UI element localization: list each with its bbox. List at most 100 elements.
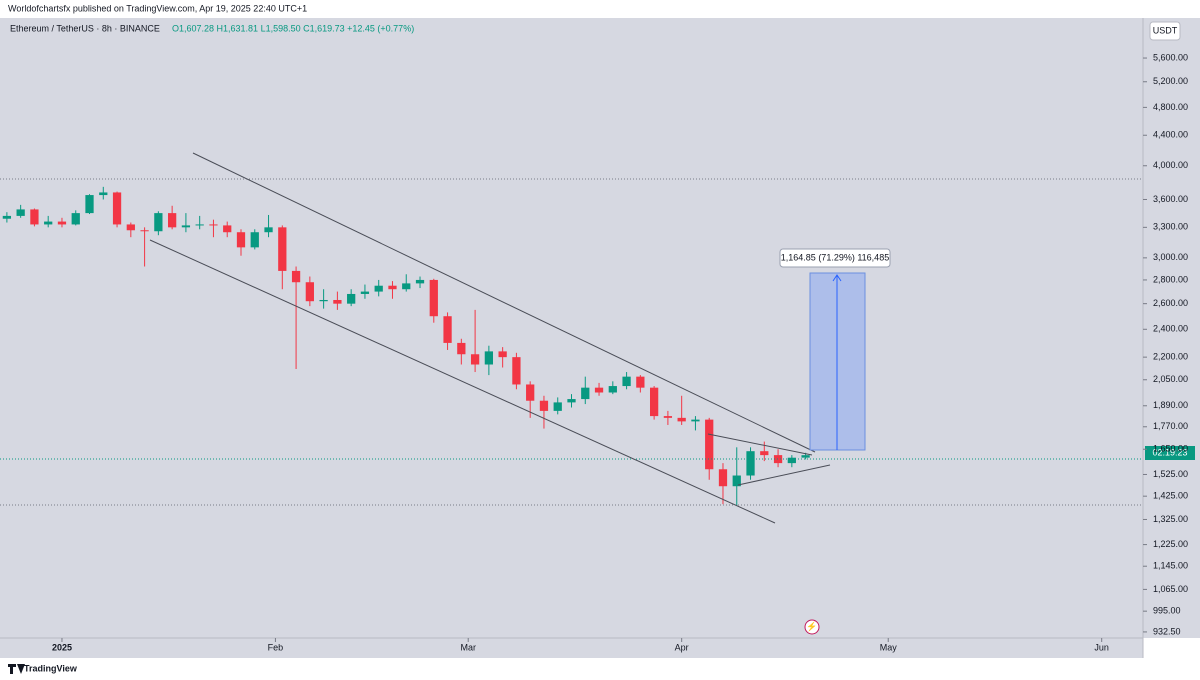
brand-logo: [8, 664, 25, 674]
candle-body: [250, 232, 259, 248]
annotation: 1,164.85 (71.29%) 116,485: [781, 252, 889, 262]
candle-body: [539, 400, 549, 411]
x-tick-label: Mar: [460, 642, 476, 652]
candle-body: [773, 455, 783, 464]
triangle-line: [707, 433, 813, 456]
y-tick-label: 932.50: [1153, 626, 1181, 636]
candle-body: [44, 221, 53, 225]
candle-body: [512, 357, 521, 385]
y-tick-label: 2,050.00: [1153, 374, 1188, 384]
candle-body: [112, 192, 122, 225]
y-tick-label: 2,200.00: [1153, 352, 1188, 362]
candle-body: [140, 230, 149, 232]
candle-body: [760, 451, 769, 456]
candle-body: [360, 291, 370, 294]
candle-body: [264, 227, 273, 233]
candle-body: [649, 387, 659, 417]
candle-body: [2, 215, 12, 219]
published-header: Worldofchartsfx published on TradingView…: [8, 3, 307, 13]
y-tick-label: 1,325.00: [1153, 514, 1188, 524]
candle-body: [319, 299, 328, 302]
y-tick-label: 3,300.00: [1153, 222, 1188, 232]
x-tick-label: May: [880, 642, 898, 652]
triangle-line: [737, 464, 831, 486]
candle-body: [594, 387, 604, 393]
y-tick-label: 1,145.00: [1153, 561, 1188, 571]
plot-area: [0, 18, 1143, 638]
candle-body: [291, 270, 301, 283]
y-tick-label: 1,525.00: [1153, 469, 1188, 479]
candle-body: [636, 376, 645, 388]
x-tick-label: Feb: [268, 642, 284, 652]
events-icon[interactable]: [804, 619, 820, 635]
ohlc-legend: O1,607.28 H1,631.81 L1,598.50 C1,619.73 …: [172, 23, 414, 33]
candle-body: [30, 209, 39, 225]
currency[interactable]: USDT: [1153, 25, 1178, 35]
candle-body: [223, 225, 232, 233]
candle-body: [57, 221, 67, 225]
candle-body: [677, 417, 686, 422]
candle-body: [415, 279, 425, 284]
candle-body: [787, 457, 796, 464]
countdown: 02:19:23: [1152, 447, 1187, 457]
annotation-box: [779, 248, 891, 268]
y-tick-label: 1,425.00: [1153, 491, 1188, 501]
candle-body: [429, 279, 438, 317]
candle-body: [746, 451, 755, 476]
events-icon-glyph[interactable]: ⚡: [806, 620, 817, 632]
x-tick-label: Jun: [1094, 642, 1109, 652]
y-tick-label: 2,800.00: [1153, 274, 1188, 284]
candle-body: [99, 192, 108, 196]
symbol-title: Ethereum / TetherUS · 8h · BINANCE: [10, 23, 160, 33]
x-tick-label: 2025: [52, 642, 72, 652]
candle-body: [608, 386, 617, 393]
candle-body: [402, 283, 411, 290]
y-tick-label: 2,400.00: [1153, 324, 1188, 334]
candle-body: [181, 225, 191, 228]
candle-body: [168, 213, 177, 228]
brand: TradingView: [24, 663, 78, 673]
candle-body: [718, 469, 728, 487]
time-axis: [0, 638, 1143, 658]
x-tick-label: Apr: [675, 642, 689, 652]
y-tick-label: 3,000.00: [1153, 252, 1188, 262]
y-tick-label: 4,400.00: [1153, 130, 1188, 140]
channel-line: [149, 239, 776, 524]
candle-body: [333, 299, 342, 304]
y-tick-label: 1,225.00: [1153, 539, 1188, 549]
candle-body: [553, 402, 562, 411]
candle-body: [663, 416, 673, 418]
projection-arrow-head: [832, 274, 842, 282]
candle-body: [581, 387, 590, 400]
candle-body: [236, 232, 246, 248]
price-axis: [1143, 18, 1200, 638]
candle-body: [801, 455, 810, 458]
candle-body: [443, 316, 452, 343]
candle-body: [347, 293, 356, 304]
candle-body: [374, 285, 383, 292]
channel-line: [192, 152, 816, 453]
candle-body: [85, 195, 94, 214]
y-tick-label: 1,890.00: [1153, 400, 1188, 410]
y-tick-label: 5,600.00: [1153, 52, 1188, 62]
y-tick-label: 1,770.00: [1153, 421, 1188, 431]
candle-body: [705, 419, 714, 470]
currency-box[interactable]: [1149, 21, 1181, 41]
candle-body: [484, 351, 494, 365]
y-tick-label: 3,600.00: [1153, 194, 1188, 204]
candle-body: [457, 342, 466, 355]
y-tick-label: 995.00: [1153, 606, 1181, 616]
candle-body: [388, 285, 397, 290]
candle-body: [526, 384, 535, 401]
candle-body: [195, 224, 204, 226]
y-tick-label: 2,600.00: [1153, 298, 1188, 308]
candle-body: [732, 475, 741, 487]
candle-body: [126, 224, 135, 231]
candle-body: [691, 419, 700, 422]
y-tick-label: 4,800.00: [1153, 102, 1188, 112]
y-tick-label: 1,065.00: [1153, 584, 1188, 594]
candle-body: [622, 376, 631, 387]
candle-body: [305, 282, 314, 302]
candle-body: [567, 399, 576, 403]
